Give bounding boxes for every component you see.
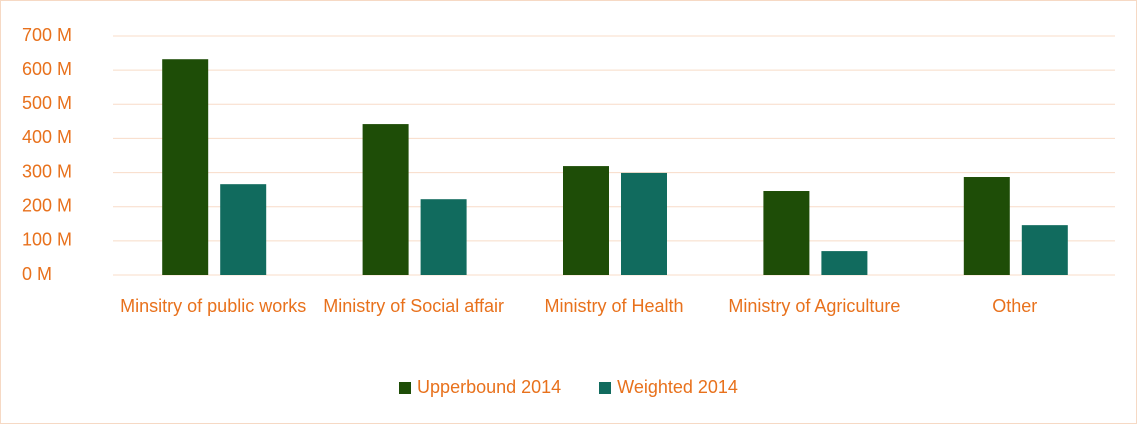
bar	[1021, 225, 1068, 275]
bar	[162, 59, 209, 275]
bar	[621, 172, 667, 275]
bar	[563, 166, 609, 275]
bar	[220, 184, 267, 275]
y-tick-label: 100 M	[22, 230, 72, 250]
legend-swatch	[599, 381, 612, 394]
legend-item: Weighted 2014	[599, 377, 738, 398]
legend-label: Weighted 2014	[617, 377, 738, 397]
bar	[763, 191, 810, 275]
y-tick-label: 200 M	[22, 195, 72, 215]
x-tick-label: Ministry of Agriculture	[728, 296, 901, 316]
bar	[362, 124, 409, 276]
x-tick-label: Ministry of Health	[544, 296, 684, 316]
bar	[963, 177, 1010, 275]
legend: Upperbound 2014 Weighted 2014	[0, 377, 1137, 398]
legend-item: Upperbound 2014	[399, 377, 561, 398]
bar	[420, 199, 467, 275]
legend-swatch	[399, 381, 412, 394]
x-tick-label: Minsitry of public works	[120, 296, 307, 316]
x-tick-label: Other	[992, 296, 1038, 316]
bar	[821, 251, 868, 275]
y-tick-label: 0 M	[22, 264, 52, 284]
x-tick-label: Ministry of Social affair	[323, 296, 504, 316]
y-tick-label: 600 M	[22, 59, 72, 79]
y-tick-label: 700 M	[22, 25, 72, 45]
y-tick-label: 400 M	[22, 127, 72, 147]
y-tick-label: 300 M	[22, 161, 72, 181]
y-tick-label: 500 M	[22, 93, 72, 113]
legend-label: Upperbound 2014	[417, 377, 562, 397]
